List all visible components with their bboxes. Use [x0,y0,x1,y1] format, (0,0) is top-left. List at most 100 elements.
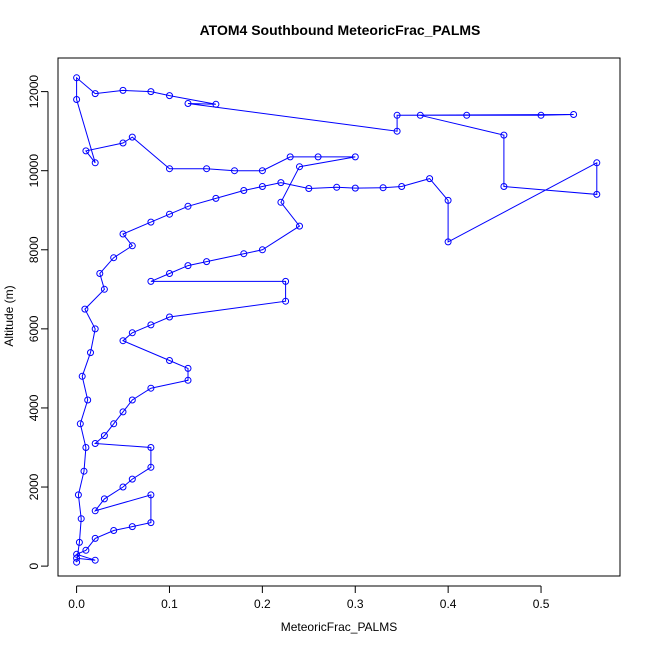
data-point [426,175,434,183]
data-point [128,396,136,404]
data-point [500,131,508,139]
x-tick-label: 0.0 [68,597,85,611]
data-point [184,364,192,372]
data-point [166,165,173,173]
data-point [100,285,108,293]
data-point [393,127,401,135]
data-point [147,218,155,226]
data-point [147,321,155,329]
data-point [296,163,303,171]
data-point [537,111,545,119]
data-point [84,396,92,404]
data-point [231,167,238,175]
data-point [110,420,118,428]
data-point [73,558,81,566]
data-point [444,238,452,246]
data-point [351,153,359,161]
data-point [166,210,173,218]
data-point [91,159,99,167]
data-point [147,444,155,451]
data-point [128,475,136,483]
data-point [203,258,211,266]
data-point [74,491,82,499]
data-point [82,444,90,451]
data-point [593,159,601,167]
data-point [119,337,127,345]
data-point [351,184,359,192]
x-tick-label: 0.1 [161,597,178,611]
data-point [91,325,99,333]
y-tick-label: 8000 [27,236,41,263]
data-point [184,376,192,384]
y-tick-label: 6000 [27,315,41,342]
y-tick-label: 12000 [27,75,41,109]
data-point [416,111,424,119]
data-point [258,183,266,190]
data-point [286,153,294,161]
data-point [119,230,127,238]
data-point [570,111,578,118]
data-point [119,483,127,491]
data-point [166,270,173,277]
data-point [81,305,89,313]
y-tick-label: 10000 [27,154,41,188]
y-tick-label: 4000 [27,394,41,421]
data-point [80,467,88,475]
data-point [203,165,211,173]
data-point [73,96,81,103]
data-point [96,270,104,277]
data-point [240,250,248,258]
data-point [78,372,86,380]
data-point [305,185,313,192]
data-point [184,262,192,270]
x-tick-label: 0.5 [533,597,550,611]
data-point [184,100,192,107]
data-point [128,242,136,250]
data-point [119,408,127,416]
data-point [314,153,322,161]
data-point [128,329,136,337]
data-point [277,198,285,206]
data-point [73,550,81,558]
series-line [75,76,598,563]
y-tick-label: 2000 [27,473,41,500]
data-point [240,187,248,194]
x-axis: 0.0 0.1 0.2 0.3 0.4 0.5 [68,585,550,611]
data-point [73,554,81,562]
data-point [119,86,127,94]
y-axis-label: Altitude (m) [2,285,16,346]
data-point [463,111,471,119]
data-point [184,202,192,210]
data-point [75,538,83,546]
data-point [296,222,303,230]
data-point [212,100,220,108]
data-point [147,384,155,392]
x-tick-label: 0.2 [254,597,271,611]
x-tick-label: 0.3 [347,597,364,611]
data-point [147,88,155,96]
data-point [277,179,285,187]
data-point [91,507,99,515]
data-point [258,246,266,254]
y-axis: 0 2000 4000 6000 8000 10000 12000 [27,75,49,569]
data-point [212,194,220,202]
data-point [91,440,99,447]
y-tick-label: 0 [27,562,41,569]
data-point [91,556,99,564]
data-point [393,111,401,119]
data-point [379,184,387,192]
data-point [282,297,290,305]
data-point [110,527,118,534]
series-meteoric-frac [73,74,601,566]
data-point [166,92,173,100]
data-point [166,357,173,364]
data-point [398,183,406,190]
chart-title: ATOM4 Southbound MeteoricFrac_PALMS [200,22,481,38]
data-point [166,313,173,321]
data-point [500,183,508,190]
data-point [333,183,341,191]
data-point [87,349,94,357]
data-point [76,420,84,428]
data-point [147,491,155,499]
